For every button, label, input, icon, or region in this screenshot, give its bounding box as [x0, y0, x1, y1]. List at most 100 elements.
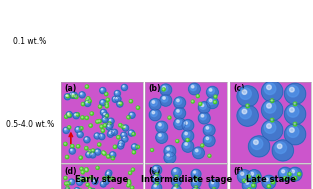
- Text: Intermediate stage: Intermediate stage: [141, 175, 232, 184]
- Circle shape: [85, 147, 88, 150]
- Circle shape: [70, 180, 71, 181]
- Circle shape: [69, 179, 75, 185]
- Circle shape: [108, 122, 110, 124]
- Circle shape: [103, 177, 106, 180]
- Circle shape: [122, 126, 124, 127]
- Circle shape: [86, 152, 92, 158]
- Circle shape: [84, 178, 87, 181]
- Circle shape: [195, 178, 196, 179]
- Circle shape: [205, 136, 211, 143]
- Circle shape: [86, 183, 89, 186]
- Circle shape: [173, 177, 178, 183]
- Circle shape: [98, 143, 101, 146]
- Circle shape: [131, 186, 134, 189]
- Circle shape: [105, 102, 108, 105]
- Circle shape: [100, 100, 104, 104]
- Circle shape: [182, 120, 194, 131]
- Circle shape: [132, 132, 135, 136]
- Circle shape: [96, 121, 98, 122]
- Circle shape: [164, 145, 176, 157]
- Circle shape: [114, 146, 115, 147]
- Circle shape: [84, 137, 90, 143]
- Circle shape: [132, 169, 133, 170]
- Circle shape: [201, 104, 204, 107]
- Circle shape: [72, 93, 75, 96]
- Circle shape: [153, 184, 158, 189]
- Circle shape: [64, 142, 67, 146]
- Circle shape: [78, 181, 79, 182]
- Circle shape: [80, 127, 82, 129]
- Circle shape: [98, 144, 100, 145]
- Circle shape: [80, 177, 84, 181]
- Circle shape: [75, 188, 78, 189]
- Circle shape: [106, 105, 107, 106]
- Circle shape: [156, 183, 157, 184]
- Circle shape: [93, 179, 96, 183]
- Text: 0.1 wt.%: 0.1 wt.%: [13, 37, 46, 46]
- Circle shape: [64, 176, 67, 180]
- Circle shape: [74, 114, 76, 115]
- Circle shape: [103, 179, 109, 184]
- Circle shape: [195, 187, 196, 188]
- Text: (a): (a): [64, 84, 77, 93]
- Circle shape: [67, 95, 68, 97]
- Circle shape: [73, 113, 79, 119]
- Circle shape: [90, 125, 91, 126]
- Circle shape: [91, 113, 92, 114]
- Circle shape: [183, 142, 190, 148]
- Circle shape: [128, 182, 131, 185]
- Circle shape: [100, 134, 103, 138]
- Circle shape: [192, 170, 198, 176]
- Circle shape: [67, 114, 69, 115]
- Circle shape: [85, 100, 91, 106]
- Circle shape: [166, 153, 172, 160]
- Circle shape: [247, 105, 248, 106]
- Circle shape: [102, 151, 105, 154]
- Circle shape: [154, 167, 156, 169]
- Circle shape: [71, 95, 74, 98]
- Circle shape: [151, 110, 157, 117]
- Circle shape: [104, 153, 105, 154]
- Circle shape: [64, 143, 66, 144]
- Circle shape: [122, 125, 129, 131]
- Circle shape: [201, 115, 204, 117]
- Circle shape: [195, 177, 198, 180]
- Circle shape: [66, 156, 67, 157]
- Circle shape: [257, 175, 260, 178]
- Circle shape: [69, 148, 75, 154]
- Circle shape: [264, 122, 276, 133]
- Circle shape: [198, 102, 210, 113]
- Circle shape: [115, 96, 121, 102]
- Circle shape: [209, 180, 219, 189]
- Circle shape: [75, 127, 81, 133]
- Text: (f): (f): [233, 167, 243, 176]
- Circle shape: [119, 124, 121, 125]
- Circle shape: [85, 116, 89, 119]
- Circle shape: [87, 98, 89, 99]
- Circle shape: [208, 155, 210, 156]
- Circle shape: [70, 149, 73, 152]
- Circle shape: [66, 112, 72, 118]
- Circle shape: [119, 124, 122, 127]
- Circle shape: [64, 177, 66, 178]
- Circle shape: [111, 157, 115, 160]
- Circle shape: [198, 112, 210, 124]
- Circle shape: [85, 178, 86, 180]
- Circle shape: [104, 124, 105, 126]
- Circle shape: [248, 176, 249, 177]
- Circle shape: [102, 152, 104, 153]
- Circle shape: [152, 183, 162, 189]
- Circle shape: [246, 104, 249, 108]
- Circle shape: [85, 178, 88, 181]
- Circle shape: [68, 126, 71, 129]
- Circle shape: [110, 152, 114, 156]
- Circle shape: [122, 85, 126, 88]
- Circle shape: [282, 170, 285, 173]
- Circle shape: [193, 171, 196, 173]
- Circle shape: [291, 170, 295, 173]
- Circle shape: [264, 83, 276, 94]
- Circle shape: [99, 134, 105, 140]
- Circle shape: [115, 91, 118, 94]
- Circle shape: [65, 116, 67, 117]
- Circle shape: [287, 126, 299, 137]
